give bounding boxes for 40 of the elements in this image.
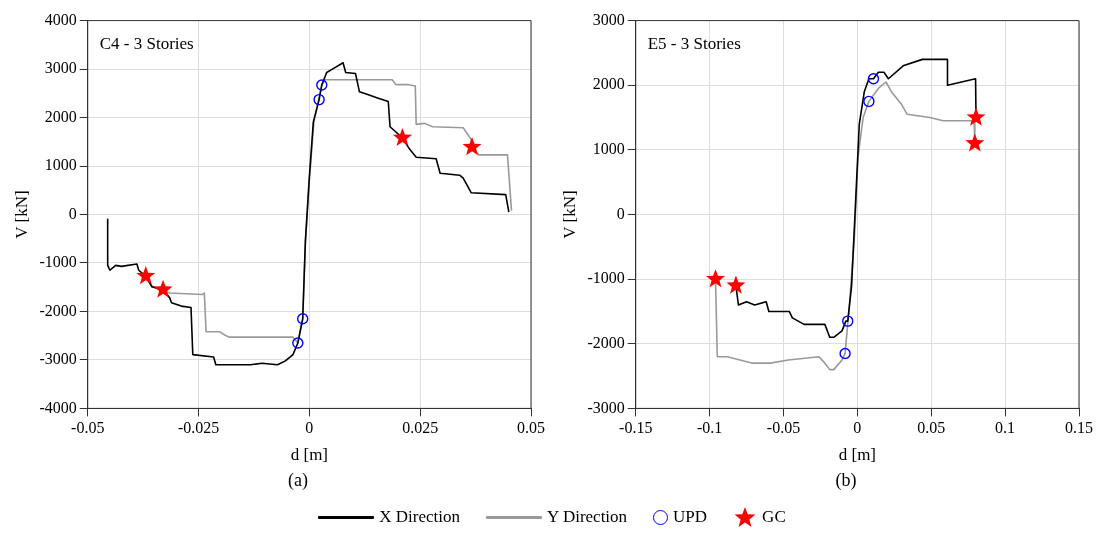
y-tick-label: 2000 (592, 75, 625, 93)
x-axis-title: d [m] (838, 445, 877, 465)
y-tick-label: 3000 (592, 10, 625, 28)
y-tick-label: -1000 (587, 269, 625, 287)
x-tick-label: 0.1 (995, 419, 1016, 437)
x-tick-label: -0.15 (619, 419, 653, 437)
y-tick-label: -3000 (39, 350, 77, 368)
y-tick-label: -4000 (39, 398, 77, 416)
y-tick-label: 4000 (44, 10, 77, 28)
x-tick-label: 0 (305, 419, 314, 437)
legend-label: GC (762, 507, 786, 527)
y-tick-label: -1000 (39, 253, 77, 271)
y-tick-label: -3000 (587, 398, 625, 416)
y-tick-label: -2000 (587, 333, 625, 351)
x-tick-label: 0.05 (517, 419, 545, 437)
x-tick-label: -0.05 (71, 419, 105, 437)
text: (a) (287, 470, 309, 491)
legend-label: UPD (673, 507, 708, 527)
x-tick-label: 0.15 (1065, 419, 1093, 437)
text: (b) (834, 470, 858, 491)
y-tick-label: 0 (616, 204, 625, 222)
legend-label: Y Direction (546, 507, 628, 527)
y-tick-label: 1000 (592, 140, 625, 158)
text: E5 - 3 Stories (647, 34, 741, 54)
x-tick-label: -0.05 (766, 419, 801, 437)
y-tick-label: 2000 (44, 107, 77, 125)
x-tick-label: 0.05 (917, 419, 946, 437)
text: C4 - 3 Stories (99, 34, 194, 54)
y-axis-title: V [kN] (559, 190, 579, 239)
x-axis-title: d [m] (290, 445, 329, 465)
y-axis-title: V [kN] (11, 190, 31, 239)
y-tick-label: 1000 (44, 156, 77, 174)
x-tick-label: 0 (853, 419, 862, 437)
y-tick-label: 0 (68, 204, 77, 222)
x-tick-label: -0.025 (177, 419, 220, 437)
y-tick-label: 3000 (44, 59, 77, 77)
x-tick-label: -0.1 (696, 419, 723, 437)
legend-label: X Direction (379, 507, 460, 527)
x-tick-label: 0.025 (402, 419, 439, 437)
y-tick-label: -2000 (39, 301, 77, 319)
